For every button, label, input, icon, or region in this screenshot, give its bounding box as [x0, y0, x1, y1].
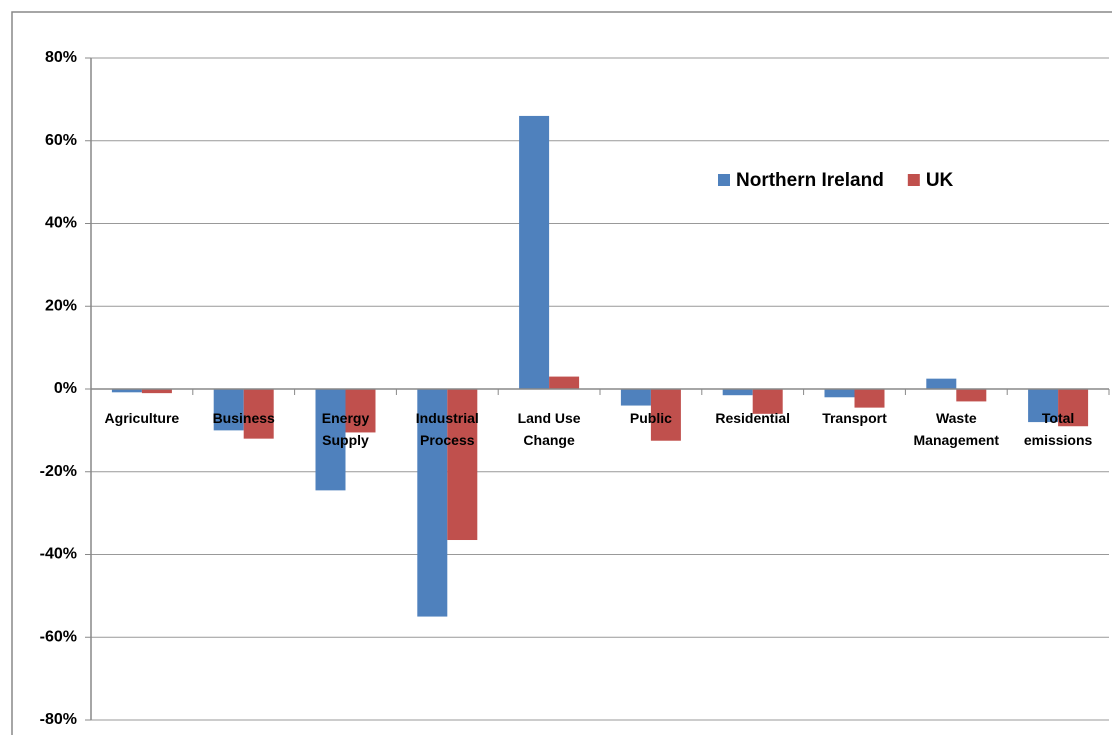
x-tick-label: Transport — [822, 410, 887, 426]
bar — [243, 389, 274, 439]
bar — [315, 389, 346, 491]
bar — [213, 389, 244, 431]
y-tick-label: 40% — [45, 215, 77, 232]
bar — [141, 389, 172, 394]
bar — [620, 389, 651, 406]
y-tick-label: 80% — [45, 49, 77, 66]
bar — [956, 389, 987, 402]
x-tick-label: Industrial Process — [415, 410, 479, 448]
x-tick-label: Waste Management — [913, 410, 1000, 448]
x-tick-label: Agriculture — [104, 410, 180, 426]
legend-label: UK — [926, 170, 954, 191]
bar — [722, 389, 753, 396]
bar — [1058, 389, 1089, 427]
bar — [447, 389, 478, 541]
y-tick-label: -80% — [40, 711, 77, 728]
legend-swatch — [907, 174, 920, 186]
bar — [345, 389, 376, 433]
bar — [824, 389, 855, 398]
y-tick-label: 20% — [45, 297, 77, 314]
x-tick-label: Residential — [715, 410, 791, 426]
chart-frame — [11, 11, 1112, 735]
bar — [926, 378, 957, 389]
bar — [1028, 389, 1059, 423]
bar — [519, 115, 550, 390]
bar — [417, 389, 448, 617]
legend-label: Northern Ireland — [736, 170, 884, 191]
y-tick-label: -20% — [40, 463, 77, 480]
bar — [111, 389, 142, 393]
x-tick-label: Business — [212, 410, 275, 426]
y-tick-label: -60% — [40, 628, 77, 645]
bar — [549, 376, 580, 389]
legend-swatch — [718, 174, 730, 186]
x-tick-label: Public — [629, 410, 672, 426]
x-tick-label: Land Use Change — [517, 410, 581, 448]
x-tick-label: Energy Supply — [321, 410, 370, 448]
x-tick-label: Total emissions — [1023, 410, 1093, 448]
y-tick-label: -40% — [40, 546, 77, 563]
bar — [854, 389, 885, 408]
bar — [650, 389, 681, 441]
y-tick-label: 0% — [54, 380, 77, 397]
y-tick-label: 60% — [45, 132, 77, 149]
bar — [752, 389, 783, 414]
